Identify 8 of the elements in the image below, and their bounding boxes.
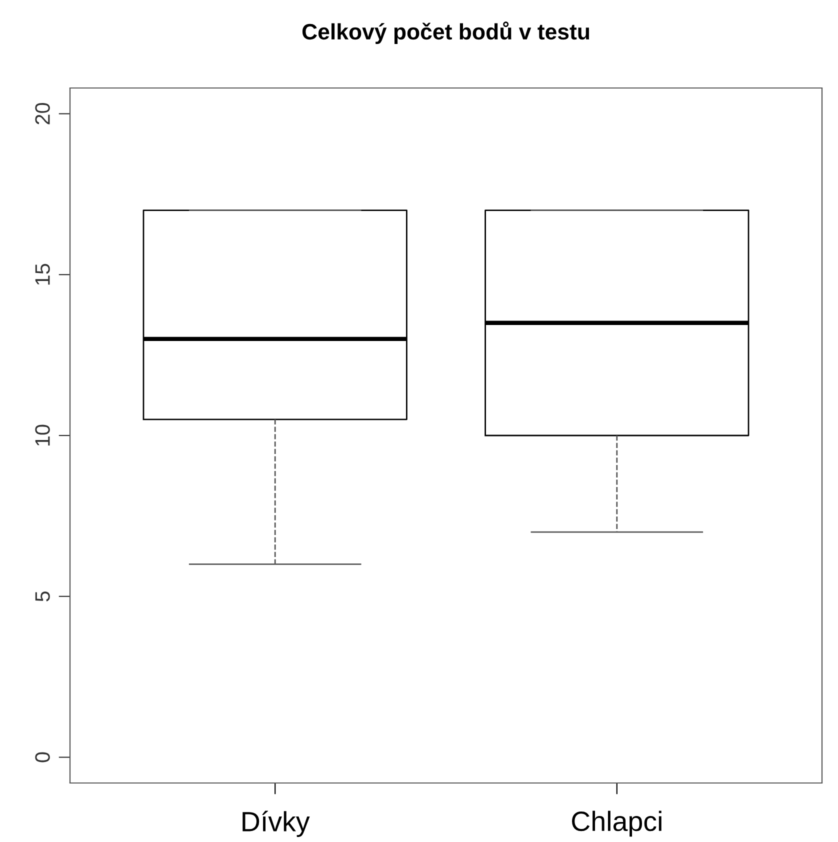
x-tick-label: Chlapci [572,810,662,837]
y-tick-label: 20 [35,102,50,124]
x-tick-label: Dívky [242,810,310,837]
y-tick-label: 10 [35,424,50,446]
y-tick-label: 15 [35,264,50,285]
y-tick-label: 5 [35,591,50,602]
chart-title: Celkový počet bodů v testu [302,22,590,44]
y-tick-label: 0 [35,752,50,762]
